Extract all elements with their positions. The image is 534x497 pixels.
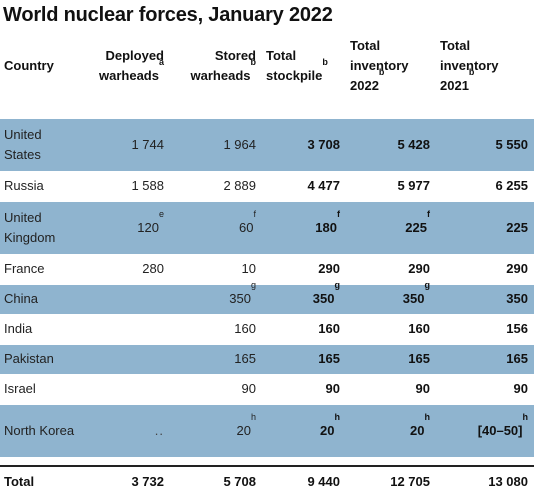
cell-inventory-2022: 90 — [346, 373, 436, 404]
cell-inventory-2022: 225f — [346, 200, 436, 254]
cell-stockpile: 160 — [262, 313, 346, 344]
cell-inventory-2021: 165 — [436, 343, 534, 374]
cell-deployed — [84, 343, 170, 374]
cell-stored: 160 — [170, 313, 262, 344]
table-row: United States 1 744 1 964 3 708 5 428 5 550 — [0, 117, 534, 171]
cell-stored: 20h — [170, 403, 262, 457]
page-title: World nuclear forces, January 2022 — [3, 4, 333, 26]
cell-stockpile: 350g — [262, 281, 346, 314]
cell-inventory-2021: 5 550 — [436, 117, 534, 171]
total-inv2022: 12 705 — [346, 464, 436, 497]
cell-inventory-2022: 5 977 — [346, 170, 436, 201]
cell-stockpile: 20h — [262, 403, 346, 457]
cell-deployed: 120e — [84, 200, 170, 254]
cell-inventory-2022: 165 — [346, 343, 436, 374]
cell-stockpile: 4 477 — [262, 170, 346, 201]
table-row: North Korea.. 20h 20h 20h [40–50]h — [0, 403, 534, 457]
column-header-country: Country — [4, 57, 54, 73]
cell-inventory-2021: 290 — [436, 253, 534, 284]
cell-stored: 90 — [170, 373, 262, 404]
total-deployed: 3 732 — [84, 464, 170, 497]
table-header-row: Country Deployed warheadsa Stored warhea… — [0, 36, 534, 118]
total-label: Total — [0, 464, 84, 497]
cell-stockpile: 3 708 — [262, 117, 346, 171]
column-header-inventory-2021: Total inventory 2021b — [440, 38, 499, 93]
nuclear-forces-document: World nuclear forces, January 2022 Count… — [0, 4, 534, 497]
total-row: Total 3 732 5 708 9 440 12 705 13 080 — [0, 464, 534, 497]
cell-country: United Kingdom — [0, 200, 84, 254]
column-header-deployed: Deployed warheadsa — [99, 48, 164, 83]
cell-deployed: 280 — [84, 253, 170, 284]
cell-inventory-2022: 160 — [346, 313, 436, 344]
cell-inventory-2021: 6 255 — [436, 170, 534, 201]
cell-country: Pakistan — [0, 343, 84, 374]
cell-country: France — [0, 253, 84, 284]
table-row: Russia 1 588 2 889 4 477 5 977 6 255 — [0, 170, 534, 201]
cell-inventory-2021: 225 — [436, 200, 534, 254]
table-row: France 280 10 290 290 290 — [0, 253, 534, 284]
table-row: China 350g 350g 350g 350 — [0, 281, 534, 314]
total-stockpile: 9 440 — [262, 464, 346, 497]
cell-deployed — [84, 283, 170, 314]
cell-country: Israel — [0, 373, 84, 404]
cell-deployed: .. — [84, 403, 170, 457]
cell-stockpile: 165 — [262, 343, 346, 374]
cell-inventory-2021: [40–50]h — [436, 403, 534, 457]
cell-inventory-2022: 20h — [346, 403, 436, 457]
cell-stockpile: 90 — [262, 373, 346, 404]
table-row: Pakistan 165 165 165 165 — [0, 343, 534, 374]
cell-country: United States — [0, 117, 84, 171]
cell-stored: 2 889 — [170, 170, 262, 201]
column-header-inventory-2022: Total inventory 2022b — [350, 38, 409, 93]
cell-stored: 1 964 — [170, 117, 262, 171]
total-inv2021: 13 080 — [436, 464, 534, 497]
cell-inventory-2022: 350g — [346, 281, 436, 314]
cell-stockpile: 290 — [262, 253, 346, 284]
cell-country: Russia — [0, 170, 84, 201]
column-header-stored: Stored warheadsb — [190, 48, 256, 83]
cell-country: North Korea — [0, 403, 84, 457]
column-header-stockpile: Total stockpileb — [266, 48, 328, 83]
cell-stored: 165 — [170, 343, 262, 374]
cell-inventory-2021: 90 — [436, 373, 534, 404]
cell-stored: 350g — [170, 281, 262, 314]
cell-inventory-2022: 290 — [346, 253, 436, 284]
cell-deployed — [84, 373, 170, 404]
row-spacer — [0, 457, 534, 466]
cell-deployed: 1 588 — [84, 170, 170, 201]
cell-inventory-2021: 350 — [436, 283, 534, 314]
cell-deployed — [84, 313, 170, 344]
table-row: United Kingdom 120e 60f 180f 225f 225 — [0, 200, 534, 254]
cell-country: China — [0, 283, 84, 314]
table-row: Israel 90 90 90 90 — [0, 373, 534, 404]
cell-deployed: 1 744 — [84, 117, 170, 171]
cell-country: India — [0, 313, 84, 344]
cell-inventory-2022: 5 428 — [346, 117, 436, 171]
cell-inventory-2021: 156 — [436, 313, 534, 344]
cell-stored: 60f — [170, 200, 262, 254]
nuclear-forces-table: Country Deployed warheadsa Stored warhea… — [0, 36, 534, 497]
cell-stored: 10 — [170, 253, 262, 284]
total-stored: 5 708 — [170, 464, 262, 497]
cell-stockpile: 180f — [262, 200, 346, 254]
table-row: India 160 160 160 156 — [0, 313, 534, 344]
